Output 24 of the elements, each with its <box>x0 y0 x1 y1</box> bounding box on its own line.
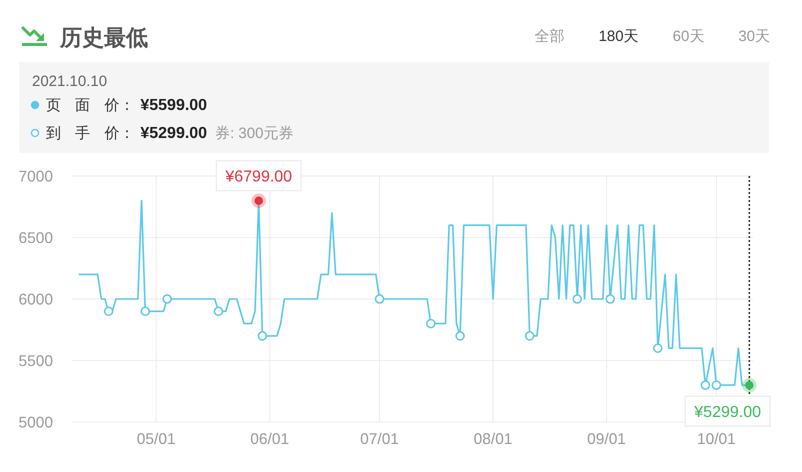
tab-label: 60天 <box>672 28 704 45</box>
tab-label: 180天 <box>598 28 639 45</box>
x-tick-label: 10/01 <box>697 431 736 448</box>
y-tick-label: 7000 <box>18 168 53 186</box>
tooltip-label: 到 手 价： <box>46 125 134 142</box>
x-tick-label: 07/01 <box>360 431 399 448</box>
y-tick-label: 5500 <box>18 353 53 370</box>
x-tick-label: 08/01 <box>474 431 512 448</box>
tooltip-label: 页 面 价： <box>46 97 134 114</box>
x-tick-label: 05/01 <box>136 431 176 448</box>
y-tick-label: 5000 <box>18 414 53 432</box>
tooltip-note: 券: 300元券 <box>215 125 294 142</box>
tooltip-date: 2021.10.10 <box>32 73 108 90</box>
data-label: ¥6799.00 <box>225 168 292 186</box>
x-tick-label: 06/01 <box>250 431 290 448</box>
tooltip-value: ¥5599.00 <box>140 97 208 114</box>
tab-label: 全部 <box>534 28 565 45</box>
tooltip-value: ¥5299.00 <box>140 125 208 142</box>
x-tick-label: 09/01 <box>587 431 626 448</box>
data-label: ¥5299.00 <box>694 404 761 422</box>
tab-label: 30天 <box>738 28 770 45</box>
title: 历史最低 <box>60 25 148 50</box>
y-tick-label: 6000 <box>18 292 53 308</box>
y-tick-label: 6500 <box>18 230 53 247</box>
